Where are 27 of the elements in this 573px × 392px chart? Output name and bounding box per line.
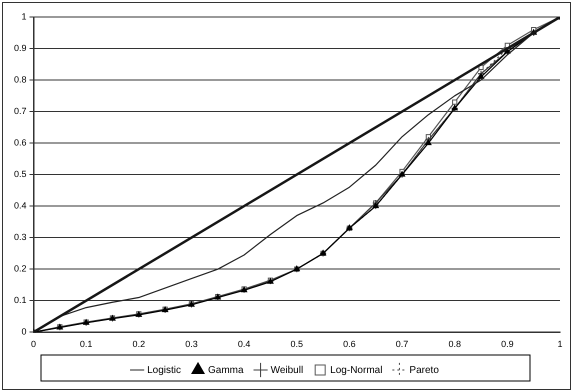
legend-label: Gamma <box>208 364 244 376</box>
y-tick-label: 0.2 <box>14 264 27 274</box>
y-tick-label: 0.5 <box>14 169 27 180</box>
y-tick-label: 0.4 <box>14 200 27 211</box>
x-tick-label: 0.5 <box>290 339 304 350</box>
y-tick-label: 0.7 <box>14 106 27 116</box>
x-tick-label: 1 <box>557 339 563 350</box>
x-tick-label: 0.2 <box>132 339 146 350</box>
legend-label: Weibull <box>270 364 304 376</box>
x-tick-label: 0 <box>31 339 36 350</box>
x-tick-label: 0.4 <box>238 339 250 350</box>
legend-label: Pareto <box>409 364 440 376</box>
x-tick-label: 0.7 <box>396 339 408 350</box>
y-tick-label: 0.3 <box>14 232 27 242</box>
y-tick-label: 1 <box>21 11 27 22</box>
x-tick-label: 0.9 <box>501 339 514 350</box>
legend-label: Log-Normal <box>330 364 382 376</box>
y-tick-label: 0.8 <box>14 74 27 85</box>
x-tick-label: 0.6 <box>343 339 356 350</box>
y-tick-label: 0.6 <box>14 138 27 148</box>
y-tick-label: 0.9 <box>14 43 27 54</box>
legend-label: Logistic <box>147 364 182 376</box>
x-tick-label: 0.1 <box>80 339 92 350</box>
y-tick-label: 0 <box>21 326 27 337</box>
x-tick-label: 0.8 <box>448 339 461 350</box>
x-tick-label: 0.3 <box>185 339 198 350</box>
y-tick-label: 0.1 <box>14 295 27 306</box>
